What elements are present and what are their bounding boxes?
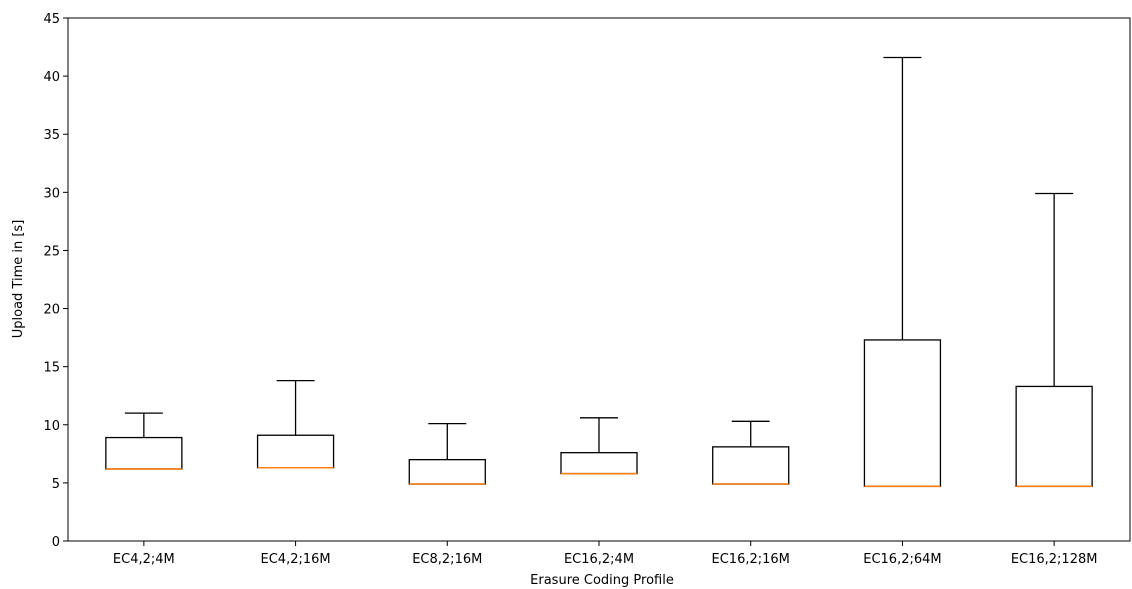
box-4 [560,417,638,475]
box-body [712,446,790,485]
box-6 [863,56,942,488]
y-tick-label: 0 [52,535,60,550]
x-tick-label: EC16,2;4M [564,552,634,567]
box-3 [408,422,486,485]
box-body [408,458,486,485]
box-1 [105,412,183,470]
y-tick-label: 40 [43,70,60,85]
y-tick-label: 45 [43,12,60,27]
y-tick-label: 20 [43,303,60,318]
y-axis-ticks: 0 5 10 15 20 25 30 35 40 45 [43,12,68,550]
box-body [863,339,942,488]
x-tick-label: EC16,2;64M [863,552,941,567]
x-tick-label: EC16,2;128M [1011,552,1098,567]
x-tick-label: EC4,2;16M [261,552,331,567]
x-tick-label: EC4,2;4M [113,552,175,567]
box-body [1015,385,1093,488]
y-tick-label: 5 [52,477,60,492]
y-tick-label: 15 [43,361,60,376]
boxes [105,56,1093,488]
y-axis-label: Upload Time in [s] [11,220,26,339]
box-body [105,436,183,470]
y-tick-label: 35 [43,128,60,143]
box-2 [256,379,335,469]
x-tick-label: EC8,2;16M [412,552,482,567]
plot-frame [67,17,1131,542]
box-body [256,434,335,469]
y-tick-label: 10 [43,419,60,434]
x-tick-label: EC16,2;16M [712,552,790,567]
y-tick-label: 30 [43,186,60,201]
x-axis-ticks: EC4,2;4M EC4,2;16M EC8,2;16M EC16,2;4M EC16,… [113,541,1098,567]
y-tick-label: 25 [43,244,60,259]
box-body [560,452,638,475]
box-5 [712,420,790,485]
x-axis-label: Erasure Coding Profile [530,573,674,588]
box-7 [1015,192,1093,488]
